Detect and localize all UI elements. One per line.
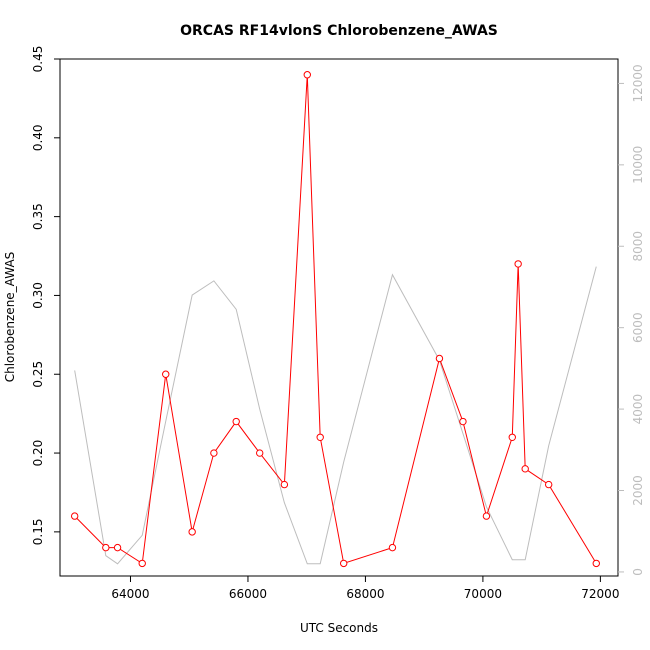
data-point [435, 354, 444, 363]
data-point [70, 512, 79, 520]
x-tick-label: 64000 [111, 587, 149, 601]
data-point [232, 417, 240, 426]
y-tick-label: 0.30 [31, 282, 45, 309]
series-line [74, 74, 597, 565]
data-point [113, 543, 122, 552]
x-tick-label: 70000 [464, 587, 502, 601]
y-axis-left: 0.15 0.20 0.25 0.30 0.35 0.40 0.45 [31, 46, 60, 546]
y-tick-label: 0.40 [31, 124, 45, 151]
y2-tick-label: 0 [631, 568, 645, 576]
y2-tick-label: 12000 [631, 64, 645, 102]
y-axis-right: 0 2000 4000 6000 8000 10000 12000 [618, 64, 645, 576]
data-point [280, 480, 289, 489]
y2-tick-label: 10000 [631, 146, 645, 184]
y2-tick-label: 6000 [631, 312, 645, 343]
data-point [138, 559, 146, 568]
y-tick-label: 0.45 [31, 46, 45, 73]
data-point [303, 71, 311, 79]
chart-title: ORCAS RF14vlonS Chlorobenzene_AWAS [180, 23, 498, 39]
x-axis-label: UTC Seconds [300, 621, 378, 635]
y-axis-label: Chlorobenzene_AWAS [3, 252, 17, 383]
x-tick-label: 68000 [346, 587, 384, 601]
y2-tick-label: 2000 [631, 475, 645, 506]
y2-tick-label: 4000 [631, 394, 645, 425]
plot-frame [59, 58, 619, 577]
data-point [459, 417, 467, 426]
data-point [514, 260, 522, 268]
data-point [210, 449, 218, 457]
x-axis: 64000 66000 68000 70000 72000 [111, 576, 619, 601]
data-point [508, 433, 516, 441]
data-point [256, 449, 264, 457]
data-point [188, 528, 196, 536]
data-point [316, 433, 324, 441]
data-point [544, 480, 553, 489]
data-point [592, 559, 600, 568]
y-tick-label: 0.20 [31, 440, 45, 467]
plot-area [70, 71, 600, 568]
y-tick-label: 0.35 [31, 203, 45, 230]
y-tick-label: 0.25 [31, 361, 45, 388]
data-point [339, 559, 348, 568]
x-tick-label: 72000 [581, 587, 619, 601]
y-tick-label: 0.15 [31, 519, 45, 546]
x-tick-label: 66000 [229, 587, 267, 601]
data-point [388, 543, 397, 552]
y2-tick-label: 8000 [631, 231, 645, 262]
data-point [482, 512, 491, 520]
data-point [162, 370, 170, 378]
data-point [102, 543, 110, 552]
data-point [521, 465, 529, 473]
